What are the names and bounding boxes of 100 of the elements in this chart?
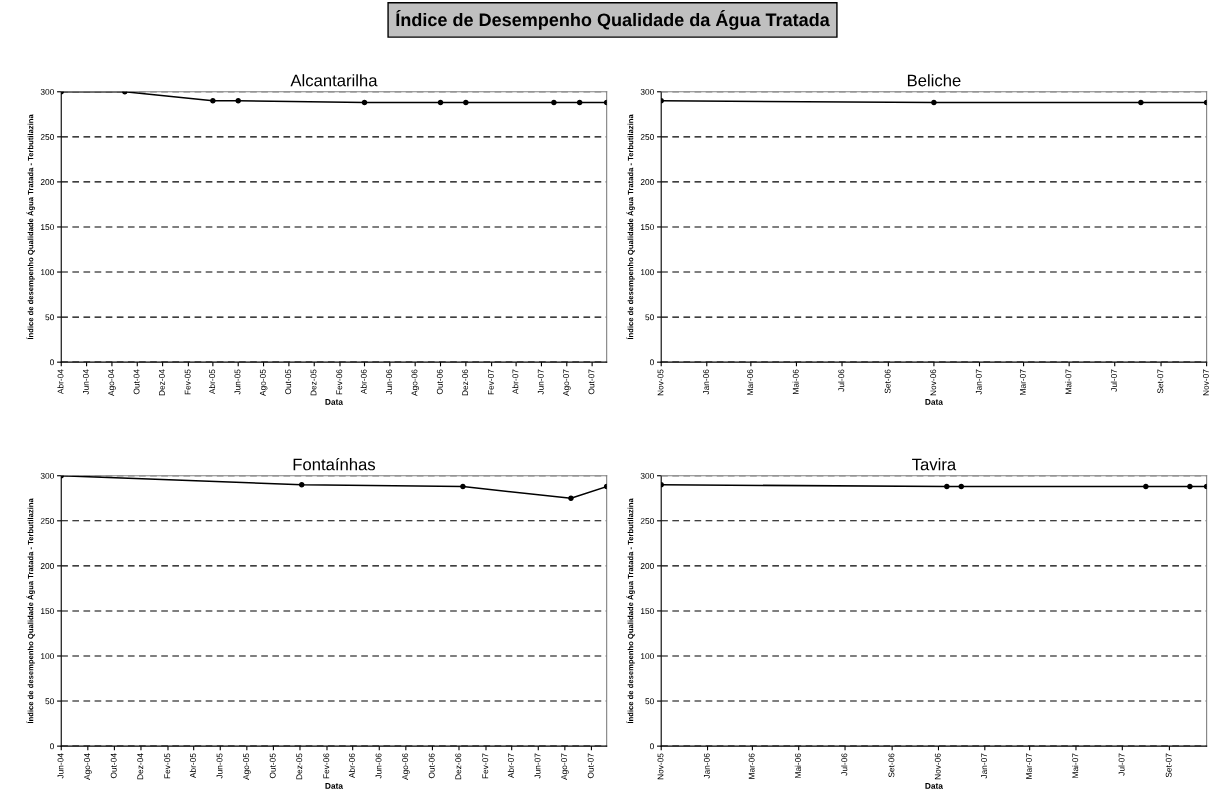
x-tick-label: Jun-05 (216, 753, 223, 779)
x-tick-label: Mai-07 (1072, 753, 1079, 778)
y-tick-label: 200 (40, 179, 54, 185)
x-tick-label: Abr-07 (507, 753, 514, 779)
chart-title: Alcantarilha (290, 74, 378, 87)
x-tick-label: Mai-06 (794, 753, 801, 778)
y-tick-label: 0 (649, 359, 654, 366)
x-tick-label: Ago-04 (84, 753, 92, 780)
x-tick-label: Jun-07 (537, 369, 544, 395)
x-tick-label: Dez-05 (296, 753, 303, 780)
y-tick-label: 50 (45, 698, 54, 705)
y-tick-label: 250 (40, 518, 54, 524)
y-tick-label: 50 (645, 314, 654, 321)
x-tick-label: Jan-07 (981, 753, 988, 779)
y-tick-label: 0 (50, 359, 54, 366)
x-tick-label: Abr-05 (189, 753, 196, 779)
x-tick-label: Abr-04 (57, 369, 64, 395)
x-tick-label: Set-06 (884, 369, 891, 394)
x-tick-label: Dez-04 (158, 369, 165, 396)
x-tick-label: Jun-04 (82, 369, 89, 395)
y-tick-label: 300 (640, 472, 654, 479)
x-tick-label: Abr-05 (208, 369, 216, 395)
x-tick-label: Out-06 (428, 753, 435, 779)
x-tick-label: Ago-07 (563, 369, 571, 396)
y-tick-label: 300 (40, 88, 54, 95)
x-tick-label: Abr-07 (512, 369, 519, 395)
x-tick-label: Mar-07 (1019, 369, 1026, 395)
x-tick-label: Jun-07 (534, 753, 541, 779)
x-tick-label: Jul-07 (1110, 369, 1117, 392)
x-tick-label: Mar-06 (747, 369, 754, 395)
x-tick-label: Nov-05 (657, 753, 664, 780)
x-tick-label: Jan-06 (703, 753, 710, 779)
y-tick-label: 100 (41, 653, 54, 660)
y-tick-label: 200 (640, 563, 654, 569)
x-tick-label: Fev-05 (164, 753, 171, 779)
x-tick-label: Out-04 (133, 369, 140, 395)
x-tick-label: Jul-06 (841, 753, 848, 776)
x-tick-label: Nov-06 (930, 369, 937, 396)
x-tick-label: Ago-06 (402, 753, 410, 780)
x-tick-label: Dez-06 (462, 369, 469, 396)
x-axis-title: Data (925, 783, 943, 789)
y-tick-label: 150 (41, 224, 54, 231)
x-tick-label: Jan-06 (703, 369, 710, 395)
x-tick-label: Dez-06 (455, 753, 462, 780)
x-tick-label: Ago-05 (243, 753, 251, 780)
y-tick-label: 100 (641, 653, 654, 660)
x-tick-label: Abr-06 (360, 369, 367, 395)
y-tick-label: 300 (640, 88, 654, 95)
y-tick-label: 50 (645, 698, 654, 705)
x-tick-label: Fev-07 (487, 369, 494, 395)
x-tick-label: Nov-07 (1202, 369, 1209, 396)
y-tick-label: 0 (649, 743, 654, 750)
x-tick-label: Jun-05 (234, 369, 241, 395)
y-tick-label: 250 (640, 518, 654, 524)
y-tick-label: 100 (641, 269, 654, 276)
y-tick-label: 250 (640, 134, 654, 140)
x-tick-label: Out-05 (269, 753, 276, 779)
x-tick-label: Dez-05 (310, 369, 317, 396)
x-tick-label: Jul-06 (838, 369, 845, 392)
y-tick-label: 50 (45, 314, 54, 321)
x-tick-label: Fev-05 (184, 369, 191, 395)
x-axis-title: Data (925, 399, 943, 405)
y-tick-label: 250 (40, 134, 54, 140)
y-tick-label: 100 (41, 269, 54, 276)
x-tick-label: Out-07 (588, 369, 595, 395)
x-tick-label: Out-07 (587, 753, 594, 779)
x-tick-label: Ago-06 (411, 369, 420, 396)
x-tick-label: Jun-06 (375, 753, 382, 779)
x-tick-label: Out-06 (436, 369, 443, 395)
y-tick-label: 150 (641, 224, 654, 231)
x-tick-label: Mai-06 (792, 369, 799, 394)
x-axis-title: Data (325, 399, 344, 405)
chart-title: Tavira (912, 458, 957, 471)
x-tick-label: Mar-07 (1025, 753, 1032, 779)
x-tick-label: Jan-07 (975, 369, 982, 395)
x-tick-label: Fev-06 (336, 369, 343, 395)
x-tick-label: Nov-06 (934, 753, 941, 780)
x-tick-label: Mai-07 (1065, 369, 1072, 394)
x-tick-label: Jul-07 (1118, 753, 1125, 776)
x-tick-label: Set-07 (1157, 369, 1164, 394)
x-tick-label: Out-04 (110, 753, 117, 779)
x-tick-label: Out-05 (285, 369, 292, 395)
y-tick-label: 150 (41, 608, 54, 615)
x-tick-label: Ago-05 (259, 369, 268, 396)
y-tick-label: 150 (641, 608, 654, 615)
y-tick-label: 200 (640, 179, 654, 185)
x-tick-label: Ago-04 (108, 369, 116, 396)
x-tick-label: Set-06 (888, 753, 895, 778)
chart-title: Beliche (907, 74, 961, 87)
x-tick-label: Abr-06 (348, 753, 355, 779)
y-tick-label: 300 (40, 472, 54, 479)
x-tick-label: Jun-06 (386, 369, 393, 395)
x-tick-label: Jun-04 (57, 753, 64, 779)
y-tick-label: 200 (40, 563, 54, 569)
x-tick-label: Set-07 (1165, 753, 1172, 778)
x-tick-label: Ago-07 (561, 753, 569, 780)
y-tick-label: 0 (50, 743, 54, 750)
x-tick-label: Nov-05 (657, 369, 664, 396)
x-tick-label: Mar-06 (748, 753, 755, 779)
x-tick-label: Dez-04 (137, 753, 144, 780)
